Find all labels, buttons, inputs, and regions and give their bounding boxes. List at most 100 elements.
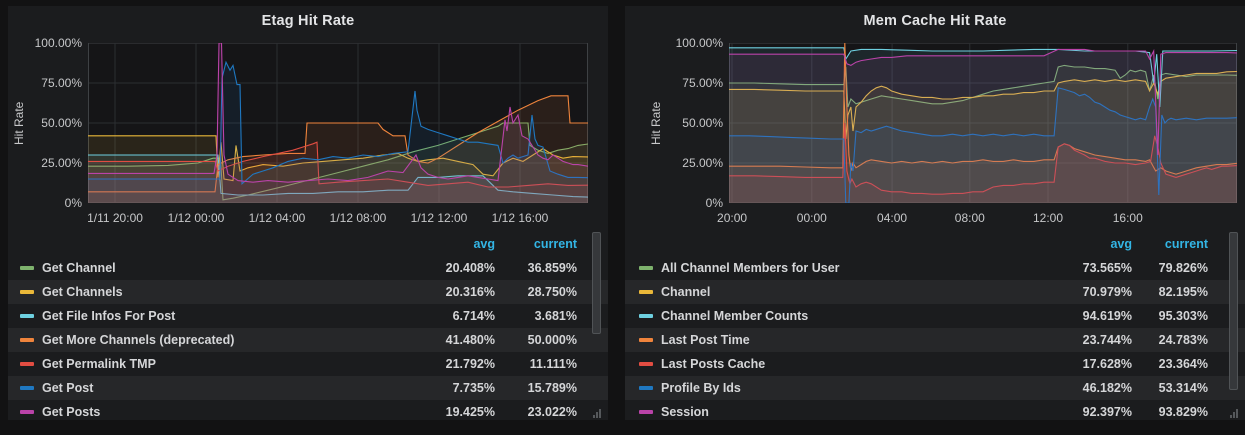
panel-resize-handle[interactable] (1230, 408, 1242, 418)
legend-row[interactable]: All Channel Members for User 73.565% 79.82… (625, 256, 1245, 280)
panel-etag-hit-rate: Etag Hit Rate Hit Rate 100.00% 75.00% 50.0… (8, 6, 608, 420)
legend-row[interactable]: Get Permalink TMP 21.792% 11.111% (8, 352, 608, 376)
series-avg-value: 94.619% (1082, 309, 1132, 323)
series-color-swatch-icon[interactable] (639, 266, 653, 270)
series-color-swatch-icon[interactable] (639, 290, 653, 294)
series-avg-value: 17.628% (1082, 357, 1132, 371)
x-axis-tick-label: 12:00 (1033, 211, 1064, 225)
x-axis-tick-label: 1/12 16:00 (491, 211, 549, 225)
series-current-value: 95.303% (1158, 309, 1208, 323)
series-color-swatch-icon[interactable] (639, 362, 653, 366)
series-current-value: 82.195% (1158, 285, 1208, 299)
series-label[interactable]: Last Post Time (661, 333, 750, 347)
x-axis-ticks: 1/11 20:00 1/12 00:00 1/12 04:00 1/12 08:00… (87, 211, 588, 227)
series-current-value: 50.000% (527, 333, 577, 347)
series-current-value: 23.022% (527, 405, 577, 419)
series-current-value: 28.750% (527, 285, 577, 299)
legend-table: avg current Get Channel 20.408% 36.859% Get… (8, 232, 608, 420)
series-color-swatch-icon[interactable] (20, 386, 34, 390)
legend-sort-avg[interactable]: avg (473, 237, 495, 251)
series-label[interactable]: Get Posts (42, 405, 101, 419)
panel-title[interactable]: Mem Cache Hit Rate (863, 13, 1007, 29)
legend-row[interactable]: Get Channel 20.408% 36.859% (8, 256, 608, 280)
legend-row[interactable]: Session 92.397% 93.829% (625, 400, 1245, 420)
panel-title[interactable]: Etag Hit Rate (261, 13, 355, 29)
series-color-swatch-icon[interactable] (20, 314, 34, 318)
legend-row[interactable]: Get Posts 19.425% 23.022% (8, 400, 608, 420)
y-axis-tick-label: 50.00% (41, 116, 82, 130)
legend-row[interactable]: Profile By Ids 46.182% 53.314% (625, 376, 1245, 400)
series-label[interactable]: All Channel Members for User (661, 261, 840, 275)
y-axis-tick-label: 100.00% (34, 36, 82, 50)
legend-row[interactable]: Get Channels 20.316% 28.750% (8, 280, 608, 304)
x-axis-tick-label: 1/11 20:00 (87, 211, 143, 225)
y-axis-tick-label: 100.00% (675, 36, 723, 50)
x-axis-ticks: 20:00 00:00 04:00 08:00 12:00 16:00 (717, 211, 1237, 227)
x-axis-tick-label: 1/12 12:00 (410, 211, 468, 225)
series-label[interactable]: Last Posts Cache (661, 357, 766, 371)
legend-row[interactable]: Get More Channels (deprecated) 41.480% 50.… (8, 328, 608, 352)
legend-sort-current[interactable]: current (533, 237, 577, 251)
legend-row[interactable]: Channel 70.979% 82.195% (625, 280, 1245, 304)
series-avg-value: 70.979% (1082, 285, 1132, 299)
series-label[interactable]: Get Channel (42, 261, 116, 275)
series-avg-value: 23.744% (1082, 333, 1132, 347)
series-color-swatch-icon[interactable] (20, 338, 34, 342)
series-color-swatch-icon[interactable] (20, 362, 34, 366)
series-color-swatch-icon[interactable] (639, 314, 653, 318)
legend-sort-avg[interactable]: avg (1110, 237, 1132, 251)
series-color-swatch-icon[interactable] (20, 266, 34, 270)
y-axis-tick-label: 0% (705, 196, 723, 210)
legend-scrollbar[interactable] (1229, 232, 1238, 390)
x-axis-tick-label: 00:00 (796, 211, 827, 225)
panel-resize-handle[interactable] (593, 408, 605, 418)
series-current-value: 3.681% (534, 309, 577, 323)
series-label[interactable]: Get More Channels (deprecated) (42, 333, 235, 347)
legend-scrollbar[interactable] (592, 232, 601, 334)
series-color-swatch-icon[interactable] (20, 410, 34, 414)
series-current-value: 23.364% (1158, 357, 1208, 371)
series-label[interactable]: Profile By Ids (661, 381, 741, 395)
legend-sort-current[interactable]: current (1164, 237, 1208, 251)
graph-plot-area[interactable] (729, 43, 1237, 203)
legend-row[interactable]: Get File Infos For Post 6.714% 3.681% (8, 304, 608, 328)
time-series-graph[interactable] (729, 43, 1237, 203)
series-avg-value: 73.565% (1082, 261, 1132, 275)
series-color-swatch-icon[interactable] (20, 290, 34, 294)
series-label[interactable]: Session (661, 405, 709, 419)
x-axis-tick-label: 08:00 (954, 211, 985, 225)
series-current-value: 93.829% (1158, 405, 1208, 419)
y-axis-tick-label: 50.00% (682, 116, 723, 130)
legend-header-row: avg current (8, 232, 608, 256)
series-avg-value: 41.480% (445, 333, 495, 347)
series-current-value: 11.111% (529, 357, 577, 371)
series-current-value: 53.314% (1158, 381, 1208, 395)
series-avg-value: 20.316% (445, 285, 495, 299)
series-avg-value: 19.425% (445, 405, 495, 419)
y-axis-tick-label: 75.00% (682, 76, 723, 90)
series-color-swatch-icon[interactable] (639, 386, 653, 390)
graph-plot-area[interactable] (88, 43, 588, 203)
series-label[interactable]: Channel Member Counts (661, 309, 809, 323)
y-axis-tick-label: 75.00% (41, 76, 82, 90)
panel-mem-cache-hit-rate: Mem Cache Hit Rate Hit Rate 100.00% 75.00… (625, 6, 1245, 420)
legend-row[interactable]: Get Post 7.735% 15.789% (8, 376, 608, 400)
series-current-value: 15.789% (527, 381, 577, 395)
legend-row[interactable]: Last Post Time 23.744% 24.783% (625, 328, 1245, 352)
series-avg-value: 21.792% (445, 357, 495, 371)
series-label[interactable]: Channel (661, 285, 711, 299)
y-axis-tick-label: 25.00% (682, 156, 723, 170)
legend-row[interactable]: Last Posts Cache 17.628% 23.364% (625, 352, 1245, 376)
legend-row[interactable]: Channel Member Counts 94.619% 95.303% (625, 304, 1245, 328)
series-color-swatch-icon[interactable] (639, 338, 653, 342)
series-label[interactable]: Get File Infos For Post (42, 309, 176, 323)
series-color-swatch-icon[interactable] (639, 410, 653, 414)
series-current-value: 36.859% (527, 261, 577, 275)
x-axis-tick-label: 20:00 (717, 211, 748, 225)
series-label[interactable]: Get Post (42, 381, 94, 395)
x-axis-tick-label: 04:00 (877, 211, 908, 225)
series-label[interactable]: Get Channels (42, 285, 123, 299)
time-series-graph[interactable] (88, 43, 588, 203)
series-label[interactable]: Get Permalink TMP (42, 357, 156, 371)
x-axis-tick-label: 16:00 (1112, 211, 1143, 225)
